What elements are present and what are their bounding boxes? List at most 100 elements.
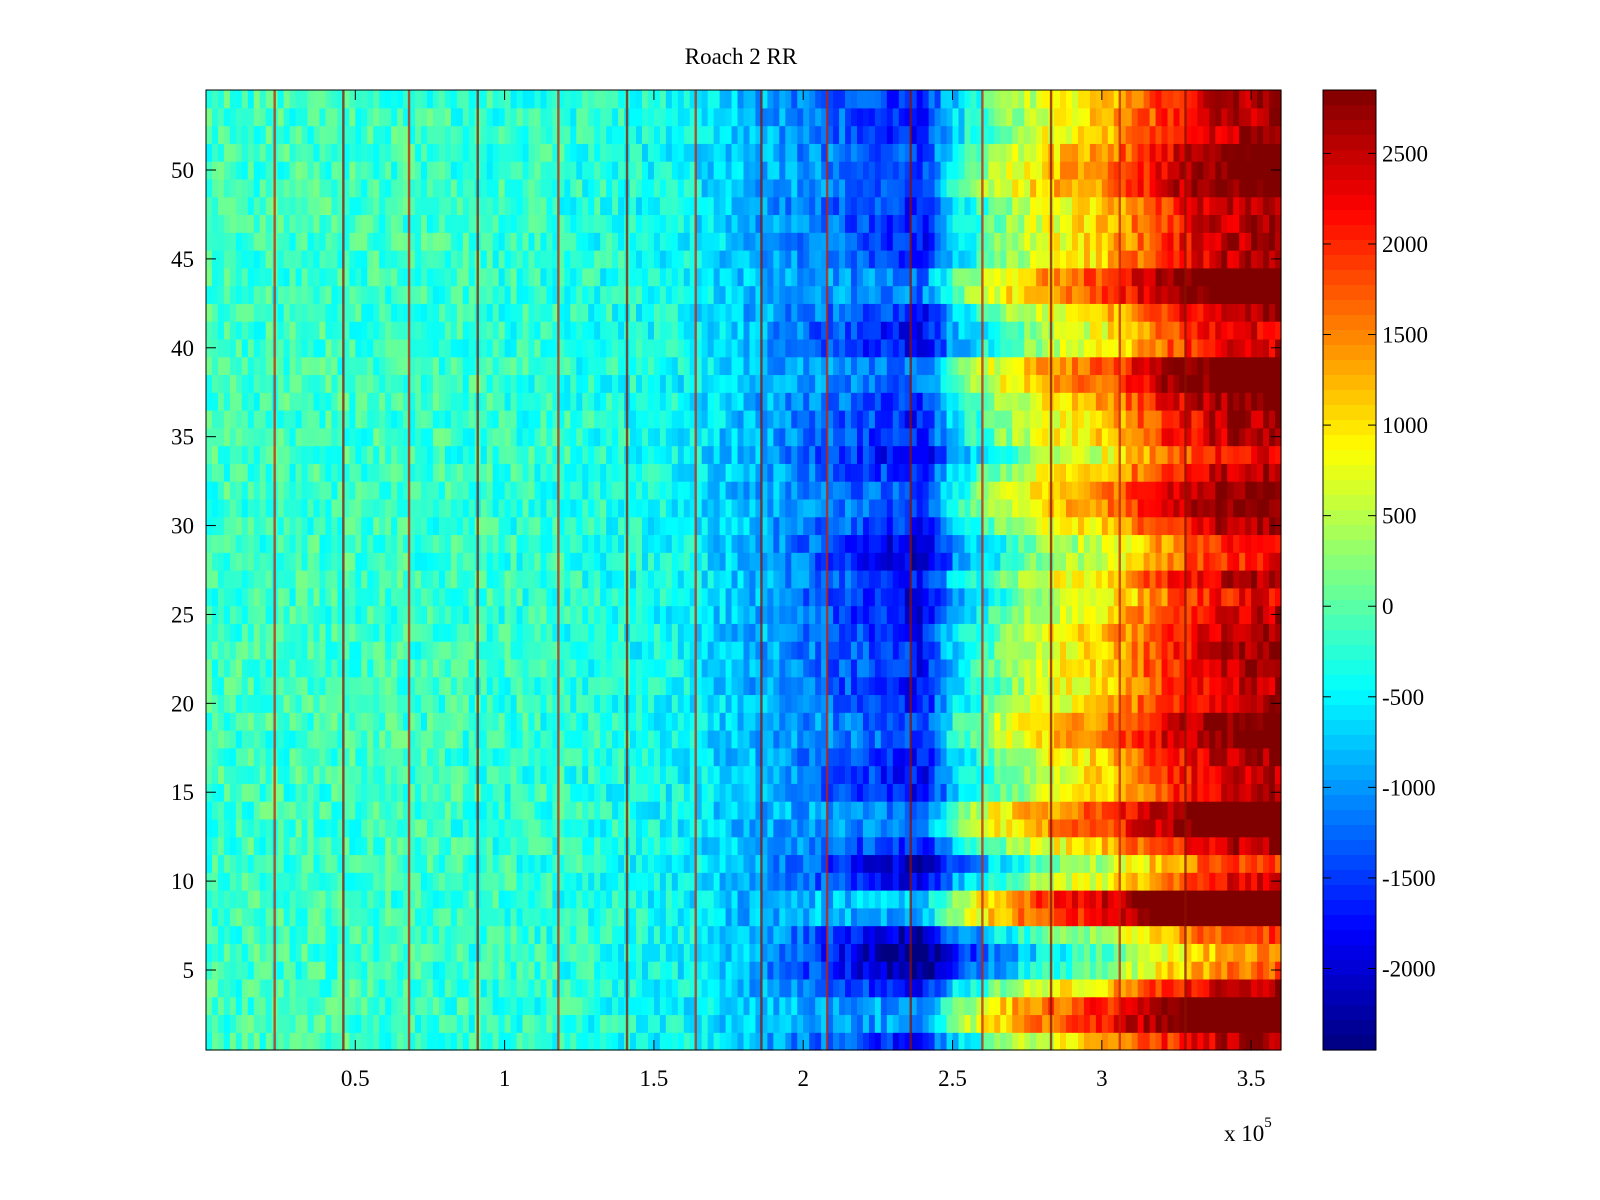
- heatmap-cell: [964, 943, 972, 962]
- heatmap-cell: [1036, 676, 1043, 696]
- heatmap-cell: [1179, 783, 1187, 802]
- heatmap-cell: [922, 836, 930, 856]
- heatmap-cell: [385, 996, 392, 1016]
- heatmap-cell: [1000, 587, 1007, 607]
- heatmap-cell: [970, 552, 978, 571]
- heatmap-cell: [468, 623, 476, 642]
- heatmap-cell: [582, 605, 589, 624]
- heatmap-cell: [641, 552, 649, 571]
- heatmap-cell: [391, 641, 398, 660]
- heatmap-cell: [964, 961, 972, 980]
- heatmap-cell: [277, 658, 285, 678]
- heatmap-cell: [337, 890, 344, 909]
- heatmap-cell: [223, 658, 231, 678]
- heatmap-cell: [480, 587, 488, 607]
- heatmap-cell: [761, 1014, 768, 1033]
- heatmap-cell: [289, 747, 297, 767]
- heatmap-cell: [713, 872, 721, 891]
- heatmap-cell: [868, 961, 876, 980]
- heatmap-cell: [337, 925, 344, 944]
- heatmap-cell: [767, 872, 774, 891]
- heatmap-cell: [749, 872, 757, 891]
- heatmap-cell: [701, 854, 709, 873]
- heatmap-cell: [856, 570, 864, 589]
- heatmap-cell: [976, 712, 983, 731]
- heatmap-cell: [522, 872, 530, 891]
- heatmap-cell: [1012, 854, 1019, 873]
- heatmap-cell: [1263, 676, 1270, 696]
- heatmap-cell: [862, 907, 870, 927]
- heatmap-cell: [630, 961, 637, 980]
- heatmap-cell: [910, 961, 918, 980]
- heatmap-cell: [653, 890, 661, 909]
- heatmap-cell: [415, 872, 422, 891]
- heatmap-cell: [994, 623, 1001, 642]
- heatmap-cell: [1245, 890, 1252, 909]
- heatmap-cell: [1131, 641, 1139, 660]
- heatmap-cell: [223, 676, 231, 696]
- heatmap-cell: [1030, 925, 1037, 944]
- heatmap-cell: [1203, 570, 1210, 589]
- heatmap-cell: [1030, 801, 1037, 820]
- heatmap-cell: [1179, 961, 1187, 980]
- heatmap-cell: [516, 605, 524, 624]
- heatmap-cell: [1269, 765, 1276, 784]
- heatmap-cell: [815, 730, 822, 749]
- heatmap-cell: [462, 854, 470, 873]
- heatmap-cell: [588, 658, 595, 678]
- heatmap-cell: [379, 730, 386, 749]
- heatmap-cell: [707, 996, 715, 1016]
- heatmap-cell: [1239, 854, 1246, 873]
- heatmap-cell: [618, 961, 625, 980]
- heatmap-cell: [1155, 801, 1163, 820]
- heatmap-cell: [492, 818, 500, 838]
- heatmap-cell: [1197, 1014, 1204, 1033]
- heatmap-cell: [1125, 676, 1133, 696]
- heatmap-cell: [540, 712, 548, 731]
- heatmap-cell: [582, 587, 589, 607]
- heatmap-cell: [534, 1032, 542, 1051]
- heatmap-cell: [397, 996, 404, 1016]
- heatmap-cell: [701, 890, 709, 909]
- heatmap-cell: [403, 907, 410, 927]
- heatmap-cell: [564, 605, 571, 624]
- heatmap-cell: [1215, 996, 1222, 1016]
- heatmap-cell: [486, 783, 494, 802]
- heatmap-cell: [904, 712, 912, 731]
- heatmap-cell: [1251, 730, 1258, 749]
- heatmap-cell: [409, 978, 416, 998]
- heatmap-cell: [444, 1014, 452, 1033]
- heatmap-cell: [373, 552, 380, 571]
- heatmap-cell: [773, 694, 780, 713]
- heatmap-cell: [1066, 587, 1073, 607]
- heatmap-cell: [677, 747, 685, 767]
- heatmap-cell: [1077, 943, 1085, 962]
- heatmap-cell: [379, 641, 386, 660]
- heatmap-cell: [558, 676, 565, 696]
- heatmap-cell: [779, 801, 786, 820]
- heatmap-cell: [970, 1014, 978, 1033]
- heatmap-cell: [415, 623, 422, 642]
- heatmap-cell: [373, 1032, 380, 1051]
- heatmap-cell: [1173, 836, 1181, 856]
- heatmap-cell: [791, 783, 798, 802]
- heatmap-cell: [1263, 801, 1270, 820]
- heatmap-cell: [1095, 730, 1103, 749]
- heatmap-cell: [241, 978, 249, 998]
- heatmap-cell: [337, 783, 344, 802]
- heatmap-cell: [970, 801, 978, 820]
- heatmap-cell: [713, 943, 721, 962]
- heatmap-cell: [582, 730, 589, 749]
- heatmap-cell: [839, 730, 846, 749]
- heatmap-cell: [552, 623, 559, 642]
- heatmap-cell: [265, 641, 273, 660]
- heatmap-cell: [1006, 712, 1013, 731]
- heatmap-cell: [797, 925, 804, 944]
- heatmap-cell: [426, 658, 434, 678]
- heatmap-cell: [367, 925, 374, 944]
- heatmap-cell: [845, 854, 852, 873]
- heatmap-cell: [761, 961, 768, 980]
- heatmap-cell: [289, 801, 297, 820]
- heatmap-cell: [1227, 783, 1234, 802]
- heatmap-cell: [343, 783, 350, 802]
